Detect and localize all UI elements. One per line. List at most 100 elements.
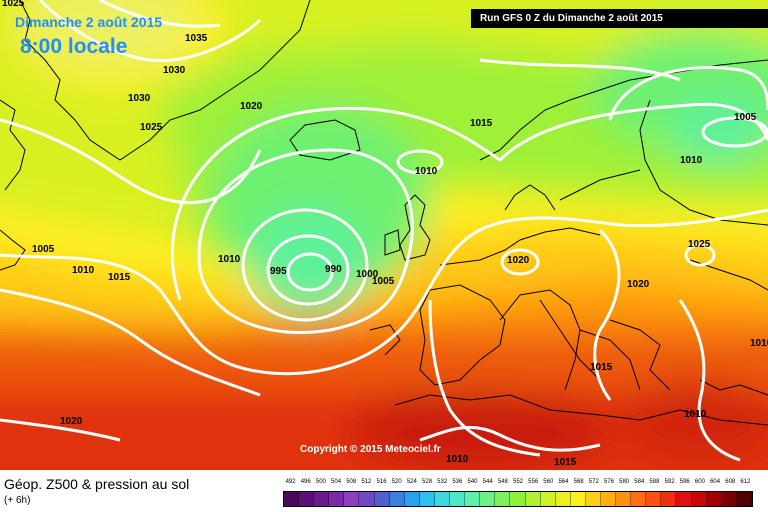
isobar-label: 1030 [163,65,186,76]
isobar-label: 1025 [140,122,163,133]
color-scale-tick-label: 528 [422,479,433,485]
color-scale-tick-label: 500 [315,479,326,485]
isobar-label: 990 [325,264,342,275]
coastlines [0,0,768,426]
color-scale-swatch [600,492,617,506]
isobar-label: 1030 [128,93,151,104]
color-scale-swatch [646,492,662,506]
color-scale-labels: 492 496 500 504 508 512 516 520 524 528 532 536 540 5… [283,479,753,489]
color-scale-tick-label: 596 [679,479,690,485]
color-scale-tick-label: 564 [558,479,569,485]
isobar-label: 1025 [688,239,711,250]
color-scale-swatch [314,492,330,506]
color-scale-swatch [691,492,707,506]
isobar-label: 995 [270,266,287,277]
isobar-label: 1025 [2,0,25,9]
isobar-label: 1035 [185,33,208,44]
color-scale-swatch [616,492,632,506]
color-scale-tick-label: 540 [467,479,478,485]
isobar-label: 1015 [590,362,613,373]
forecast-offset: (+ 6h) [4,495,31,506]
color-scale-tick-label: 612 [740,479,751,485]
isobar-label: 1005 [32,244,55,255]
color-scale-tick-label: 504 [331,479,342,485]
color-scale-tick-label: 552 [512,479,523,485]
color-scale-swatch [329,492,345,506]
isobar-label: 1010 [218,254,241,265]
color-scale-swatch [404,492,420,506]
color-scale-swatch [465,492,481,506]
color-scale-swatch [706,492,722,506]
color-scale-tick-label: 532 [437,479,448,485]
color-scale-tick-label: 584 [634,479,645,485]
color-scale-tick-label: 536 [452,479,463,485]
color-scale-swatch [631,492,647,506]
color-scale-swatch [676,492,692,506]
isobar-labels: 1025 1035 1030 1030 1020 1025 1015 1010 … [2,0,768,468]
color-scale-tick-label: 576 [603,479,614,485]
isobar-label: 1010 [415,166,438,177]
color-scale-tick-label: 512 [361,479,372,485]
isobar-label: 1005 [734,112,757,123]
isobars [0,0,768,460]
color-scale-tick-label: 524 [406,479,417,485]
color-scale-swatch [495,492,511,506]
color-scale-swatch [525,492,541,506]
color-scale-swatch [570,492,586,506]
color-scale-tick-label: 548 [497,479,508,485]
color-scale-tick-label: 496 [300,479,311,485]
forecast-time: 8:00 locale [20,35,128,58]
color-scale-swatch [510,492,526,506]
isobar-label: 1020 [507,255,530,266]
isobar-label: 1020 [60,416,83,427]
forecast-date: Dimanche 2 août 2015 [15,14,163,30]
color-scale-swatch [480,492,496,506]
color-scale-tick-label: 572 [588,479,599,485]
color-scale-swatch [359,492,375,506]
color-scale-tick-label: 508 [346,479,357,485]
legend-footer: Géop. Z500 & pression au sol (+ 6h) 492 4… [0,470,768,512]
isobar-label: 1010 [750,338,768,349]
model-run-label: Run GFS 0 Z du Dimanche 2 août 2015 [471,9,768,28]
isobar-label: 1000 [356,269,379,280]
isobar-label: 1010 [680,155,703,166]
isobar-label: 1010 [72,265,95,276]
color-scale-swatch [434,492,451,506]
color-scale-swatch [299,492,315,506]
color-scale-swatch [721,492,737,506]
isobar-label: 1010 [446,454,469,465]
color-scale-tick-label: 580 [619,479,630,485]
isobar-label: 1015 [470,118,493,129]
color-scale-swatch [585,492,601,506]
isobar-label: 1010 [684,409,707,420]
color-scale-swatch [450,492,466,506]
isobar-label: 1005 [372,276,395,287]
color-scale-swatch [389,492,405,506]
isobar-label: 1020 [627,279,650,290]
color-scale-tick-label: 608 [725,479,736,485]
weather-map: 1025 1035 1030 1030 1020 1025 1015 1010 … [0,0,768,470]
color-scale-tick-label: 516 [376,479,387,485]
color-scale-tick-label: 604 [710,479,721,485]
color-scale-tick-label: 520 [391,479,402,485]
isobar-label: 1020 [240,101,263,112]
color-scale-tick-label: 588 [649,479,660,485]
color-scale-swatch [736,492,752,506]
color-scale-swatch [344,492,360,506]
color-scale-tick-label: 600 [694,479,705,485]
map-title: Géop. Z500 & pression au sol [4,476,190,492]
z500-shading [0,0,768,470]
color-scale-swatch [419,492,435,506]
color-scale-tick-label: 592 [664,479,675,485]
color-scale-swatch [540,492,556,506]
isobar-label: 1015 [108,272,131,283]
color-scale-swatch [555,492,571,506]
color-scale-tick-label: 568 [573,479,584,485]
color-scale-tick-label: 560 [543,479,554,485]
color-scale-bar [283,491,753,507]
color-scale-swatch [374,492,390,506]
copyright-text: Copyright © 2015 Meteociel.fr [300,444,441,455]
color-scale-tick-label: 544 [482,479,493,485]
color-scale-swatch [661,492,677,506]
color-scale-swatch [284,492,300,506]
